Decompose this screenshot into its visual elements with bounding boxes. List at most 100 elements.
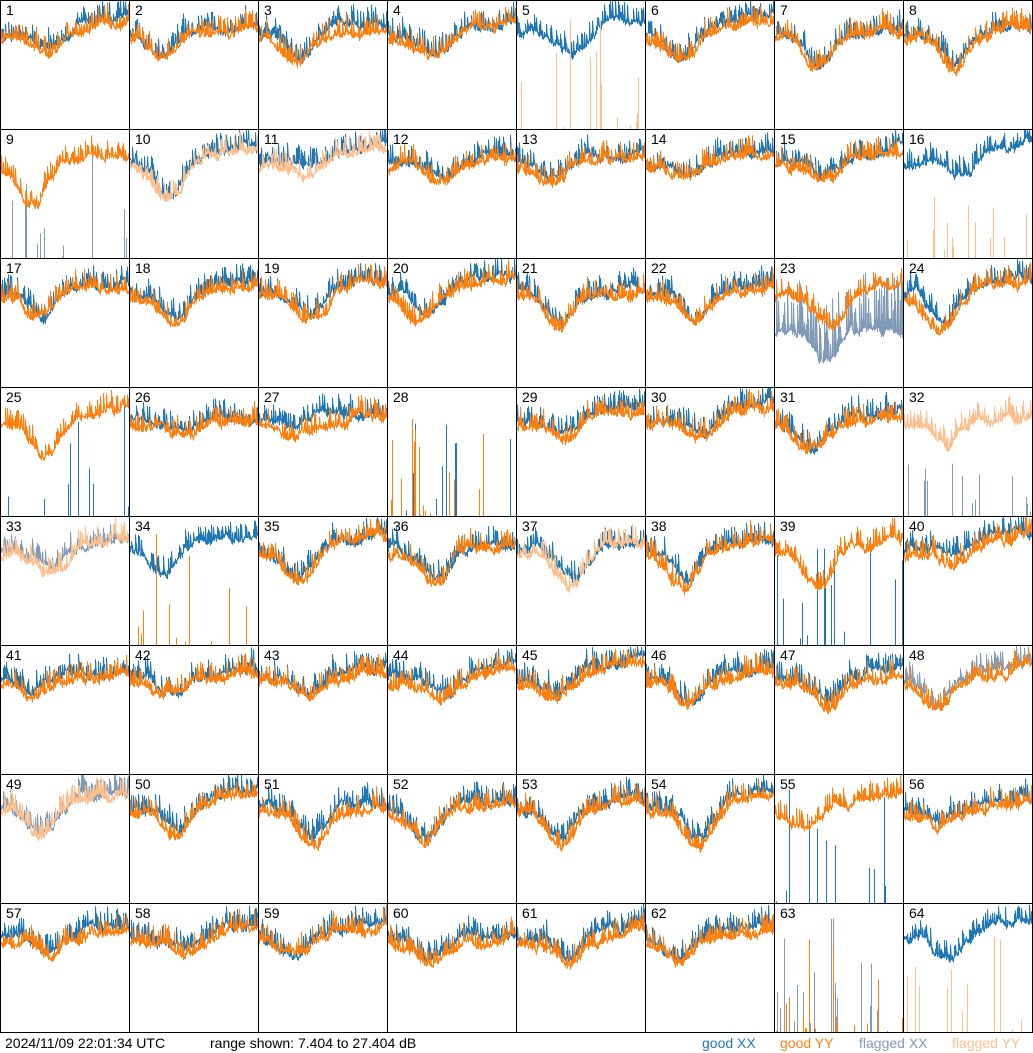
- good-yy-series: [388, 143, 516, 186]
- spectrum-plot: [388, 1, 516, 60]
- spectrum-plot: [259, 263, 387, 324]
- antenna-panel: 20: [387, 258, 516, 387]
- antenna-panel: 26: [129, 387, 258, 516]
- good-yy-series: [904, 517, 1032, 571]
- flagged-yy-series: [1, 517, 129, 578]
- panel-number: 48: [909, 647, 925, 663]
- panel-number: 33: [6, 518, 22, 534]
- spectrum-plot: [130, 263, 258, 328]
- antenna-panel: 56: [903, 774, 1033, 903]
- good-yy-series: [130, 908, 258, 961]
- good-yy-series: [904, 646, 1032, 712]
- panel-number: 52: [393, 776, 409, 792]
- spectrum-plot: [904, 517, 1032, 571]
- good-yy-series: [259, 263, 387, 324]
- good-yy-series: [646, 6, 774, 63]
- antenna-panel: 15: [774, 129, 903, 258]
- spectrum-plot: [130, 520, 258, 645]
- spectrum-plot: [904, 7, 1032, 77]
- spectrum-plot: [130, 905, 258, 961]
- good-xx-series: [406, 423, 511, 516]
- good-yy-series: [130, 8, 258, 62]
- antenna-panel: 4: [387, 0, 516, 129]
- good-xx-series: [776, 789, 886, 903]
- panel-number: 47: [780, 647, 796, 663]
- good-yy-series: [775, 517, 903, 591]
- good-yy-series: [1, 269, 129, 321]
- antenna-panel: 58: [129, 903, 258, 1033]
- spectrum-plot: [646, 519, 774, 596]
- spectrum-plot: [776, 918, 903, 1032]
- antenna-panel: 5: [516, 0, 645, 129]
- antenna-panel: 41: [0, 645, 129, 774]
- antenna-panel: 12: [387, 129, 516, 258]
- spectrum-plot: [388, 648, 516, 706]
- antenna-panel: 45: [516, 645, 645, 774]
- spectrum-plot: [775, 775, 903, 903]
- antenna-panel: 18: [129, 258, 258, 387]
- panel-number: 29: [522, 389, 538, 405]
- good-yy-series: [388, 7, 516, 60]
- good-yy-series: [517, 395, 645, 446]
- panel-number: 9: [6, 131, 14, 147]
- panel-number: 16: [909, 131, 925, 147]
- panel-number: 6: [651, 2, 659, 18]
- spectrum-plot: [775, 391, 903, 455]
- antenna-panel: 29: [516, 387, 645, 516]
- good-yy-series: [646, 519, 774, 596]
- antenna-panel: 64: [903, 903, 1033, 1033]
- antenna-panel: 2: [129, 0, 258, 129]
- panel-number: 37: [522, 518, 538, 534]
- spectrum-plot: [1, 775, 129, 841]
- antenna-panel: 10: [129, 129, 258, 258]
- antenna-panel: 53: [516, 774, 645, 903]
- antenna-panel: 8: [903, 0, 1033, 129]
- spectrum-plot: [904, 778, 1032, 835]
- antenna-panel: 57: [0, 903, 129, 1033]
- good-yy-series: [517, 912, 645, 970]
- legend-flagged-yy: flagged YY: [952, 1035, 1021, 1051]
- good-yy-series: [775, 8, 903, 72]
- legend-good-xx: good XX: [702, 1035, 756, 1051]
- panel-number: 18: [135, 260, 151, 276]
- good-yy-series: [1, 3, 129, 59]
- spectrum-plot: [388, 134, 516, 186]
- flagged-xx-series: [904, 646, 1032, 711]
- good-yy-series: [391, 419, 484, 516]
- good-xx-series: [388, 525, 516, 583]
- spectrum-plot: [259, 517, 387, 586]
- panel-number: 20: [393, 260, 409, 276]
- spectrum-plot: [904, 904, 1032, 1032]
- panel-number: 39: [780, 518, 796, 534]
- good-yy-series: [775, 657, 903, 715]
- spectrum-plot: [775, 130, 903, 184]
- spectrum-plot: [517, 646, 645, 704]
- good-yy-series: [130, 653, 258, 700]
- antenna-panel: 62: [645, 903, 774, 1033]
- good-yy-series: [646, 388, 774, 444]
- antenna-panel: 51: [258, 774, 387, 903]
- spectrum-plot: [1, 653, 129, 703]
- good-yy-series: [904, 262, 1032, 336]
- antenna-panel: 16: [903, 129, 1033, 258]
- antenna-panel: 6: [645, 0, 774, 129]
- panel-number: 54: [651, 776, 667, 792]
- good-xx-series: [904, 904, 1032, 963]
- antenna-panel: 48: [903, 645, 1033, 774]
- spectrum-plot: [646, 775, 774, 853]
- panel-number: 8: [909, 2, 917, 18]
- antenna-panel: 61: [516, 903, 645, 1033]
- antenna-panel: 37: [516, 516, 645, 645]
- good-yy-series: [776, 939, 903, 1032]
- flagged-yy-series: [907, 197, 1027, 258]
- spectrum-plot: [130, 647, 258, 700]
- spectrum-plot: [259, 393, 387, 443]
- antenna-panel: 59: [258, 903, 387, 1033]
- panel-number: 42: [135, 647, 151, 663]
- good-yy-series: [646, 652, 774, 710]
- antenna-panel: 42: [129, 645, 258, 774]
- panel-number: 23: [780, 260, 796, 276]
- panel-number: 3: [264, 2, 272, 18]
- good-xx-series: [130, 520, 258, 580]
- spectrum-plot: [517, 776, 645, 852]
